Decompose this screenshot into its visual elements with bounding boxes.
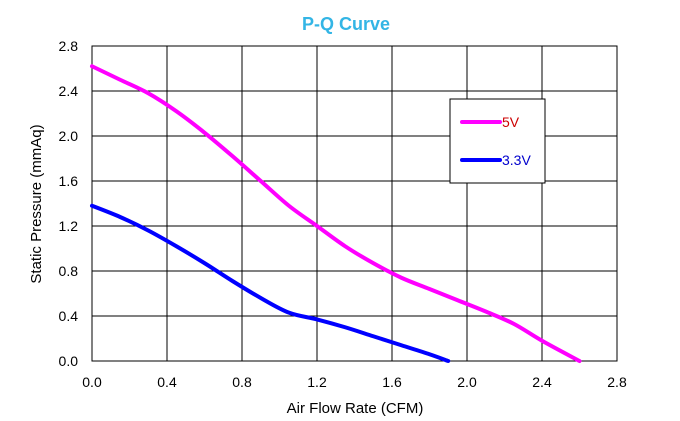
grid-lines [91, 45, 618, 362]
legend-box [449, 98, 546, 184]
x-tick-label: 2.8 [607, 374, 627, 390]
y-tick-labels: 0.0 0.4 0.8 1.2 1.6 2.0 2.4 2.8 [59, 38, 79, 369]
series-line-5v [90, 64, 582, 363]
y-tick-label: 1.2 [59, 218, 79, 234]
x-tick-label: 2.4 [532, 374, 552, 390]
y-tick-label: 2.4 [59, 83, 79, 99]
chart-title: P-Q Curve [302, 14, 390, 34]
series-lines [90, 64, 582, 363]
y-tick-label: 2.8 [59, 38, 79, 54]
y-tick-label: 0.4 [59, 308, 79, 324]
x-tick-label: 0.8 [232, 374, 252, 390]
legend: 5V 3.3V [449, 98, 546, 184]
x-tick-label: 0.0 [82, 374, 102, 390]
x-tick-label: 0.4 [157, 374, 177, 390]
x-axis-title: Air Flow Rate (CFM) [287, 400, 424, 417]
y-tick-label: 0.0 [59, 353, 79, 369]
x-tick-label: 2.0 [457, 374, 477, 390]
legend-label: 5V [502, 114, 520, 130]
series-line-3-3v [90, 203, 451, 363]
x-tick-label: 1.2 [307, 374, 327, 390]
y-axis-title: Static Pressure (mmAq) [28, 124, 45, 283]
x-tick-label: 1.6 [382, 374, 402, 390]
x-tick-labels: 0.0 0.4 0.8 1.2 1.6 2.0 2.4 2.8 [82, 374, 627, 390]
plot-frame [91, 45, 618, 362]
y-tick-label: 2.0 [59, 128, 79, 144]
legend-label: 3.3V [502, 152, 531, 168]
y-tick-label: 1.6 [59, 173, 79, 189]
y-tick-label: 0.8 [59, 263, 79, 279]
